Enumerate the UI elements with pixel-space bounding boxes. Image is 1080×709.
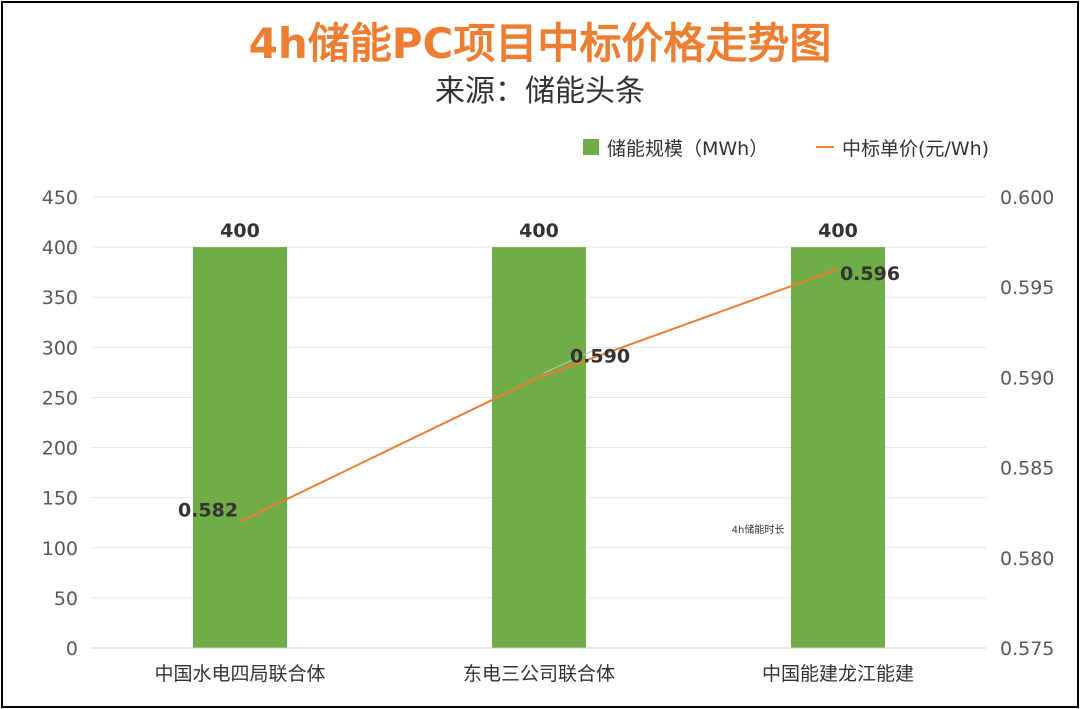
y-left-tick-label: 100 — [42, 538, 78, 560]
y-left-tick-label: 400 — [42, 237, 78, 259]
y-left-tick-label: 300 — [42, 337, 78, 359]
axes: 0 50 100 150 200 250 300 350 400 450 0.575 0.580 0.5… — [42, 187, 1055, 685]
bar — [193, 247, 287, 648]
bar-value-label: 400 — [519, 220, 559, 242]
bars — [193, 247, 885, 648]
bar-value-label: 400 — [818, 220, 858, 242]
y-right-tick-label: 0.595 — [1000, 277, 1054, 299]
y-left-tick-label: 350 — [42, 287, 78, 309]
y-right-tick-label: 0.600 — [1000, 187, 1054, 209]
x-category-label: 中国能建龙江能建 — [762, 663, 914, 685]
y-left-tick-label: 250 — [42, 387, 78, 409]
price-line-path — [239, 268, 839, 523]
bar — [492, 247, 586, 648]
line-value-label: 0.582 — [178, 500, 238, 522]
leader-line — [542, 350, 593, 374]
y-left-tick-label: 200 — [42, 438, 78, 460]
y-left-tick-label: 50 — [54, 588, 78, 610]
chart-subtitle: 来源：储能头条 — [435, 74, 645, 109]
y-right-tick-label: 0.575 — [1000, 638, 1054, 660]
bar-value-label: 400 — [220, 220, 260, 242]
annotation-text: 4h储能时长 — [732, 523, 785, 536]
y-right-tick-label: 0.590 — [1000, 367, 1054, 389]
y-left-tick-label: 0 — [66, 638, 78, 660]
chart-title: 4h储能PC项目中标价格走势图 — [248, 19, 832, 68]
price-line — [239, 268, 839, 523]
line-value-label: 0.590 — [570, 345, 630, 367]
line-value-label: 0.596 — [840, 263, 900, 285]
y-right-tick-label: 0.585 — [1000, 458, 1054, 480]
x-category-label: 东电三公司联合体 — [463, 663, 615, 685]
y-left-tick-label: 150 — [42, 488, 78, 510]
y-left-tick-label: 450 — [42, 187, 78, 209]
y-right-tick-label: 0.580 — [1000, 548, 1054, 570]
data-labels: 400 400 400 0.582 0.590 0.596 4h储能时长 — [178, 220, 900, 536]
bar — [791, 247, 885, 648]
x-category-label: 中国水电四局联合体 — [154, 663, 325, 685]
